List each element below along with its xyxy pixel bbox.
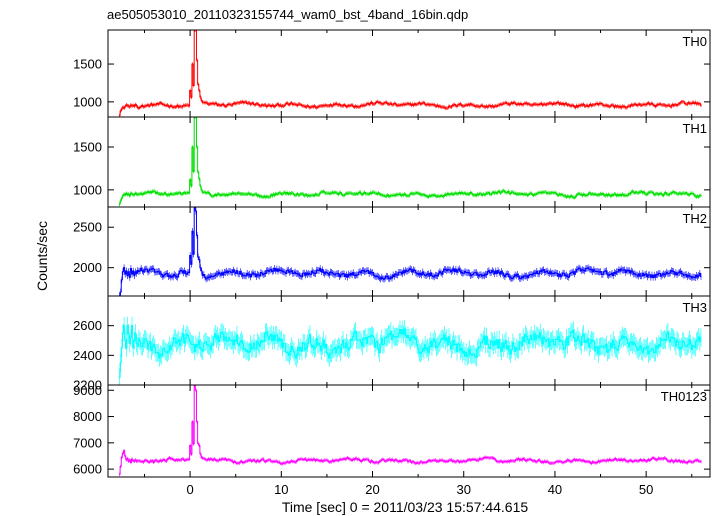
x-tick-label: 10 xyxy=(274,482,288,497)
y-tick-label: 1500 xyxy=(73,57,102,72)
y-tick-label: 9000 xyxy=(73,383,102,398)
x-tick-label: 0 xyxy=(186,482,193,497)
panel-th2: 2000 2500 TH2 xyxy=(73,206,711,297)
error-bars-th3 xyxy=(119,316,702,385)
panel-stack: 1000 1500 TH0 1000 1500 TH1 2000 2500 TH2 2200 240… xyxy=(73,29,711,497)
panel-th0: 1000 1500 TH0 xyxy=(73,29,711,118)
chart-title: ae505053010_20110323155744_wam0_bst_4ban… xyxy=(107,7,468,22)
series-th2 xyxy=(118,207,702,296)
error-bars-th2 xyxy=(119,207,702,296)
series-th1 xyxy=(118,117,702,207)
line-th0 xyxy=(118,30,702,116)
panel-frame xyxy=(107,384,711,478)
panel-label-th3: TH3 xyxy=(682,300,707,315)
y-tick-label: 1000 xyxy=(73,182,102,197)
panel-label-th0: TH0 xyxy=(682,34,707,49)
panel-label-th0123: TH0123 xyxy=(661,389,707,404)
x-tick-label: 20 xyxy=(365,482,379,497)
x-tick-label: 50 xyxy=(639,482,653,497)
y-tick-label: 2000 xyxy=(73,260,102,275)
panel-th3: 2200 2400 2600 TH3 xyxy=(73,295,711,393)
panel-th1: 1000 1500 TH1 xyxy=(73,116,711,208)
y-tick-label: 8000 xyxy=(73,409,102,424)
panel-frame xyxy=(107,206,711,297)
panel-label-th2: TH2 xyxy=(682,211,707,226)
x-tick-label: 40 xyxy=(548,482,562,497)
panel-th0123: 6000 7000 8000 9000 TH0123 xyxy=(73,383,711,478)
line-th2 xyxy=(118,207,702,296)
line-th1 xyxy=(118,117,702,205)
y-tick-label: 7000 xyxy=(73,435,102,450)
y-tick-label: 2400 xyxy=(73,348,102,363)
y-tick-label: 2600 xyxy=(73,318,102,333)
panel-label-th1: TH1 xyxy=(682,121,707,136)
y-tick-label: 2200 xyxy=(73,378,102,393)
series-th0123 xyxy=(118,385,702,477)
series-th3 xyxy=(118,316,702,385)
y-tick-label: 1500 xyxy=(73,140,102,155)
x-tick-label: 30 xyxy=(456,482,470,497)
series-th0 xyxy=(118,30,702,117)
line-th3 xyxy=(118,325,702,379)
y-tick-label: 6000 xyxy=(73,462,102,477)
error-bars-th0123 xyxy=(119,385,702,477)
y-tick-label: 2500 xyxy=(73,220,102,235)
y-tick-label: 1000 xyxy=(73,94,102,109)
y-axis-label: Counts/sec xyxy=(34,221,50,291)
x-axis-label: Time [sec] 0 = 2011/03/23 15:57:44.615 xyxy=(282,499,529,515)
line-th0123 xyxy=(118,385,702,475)
